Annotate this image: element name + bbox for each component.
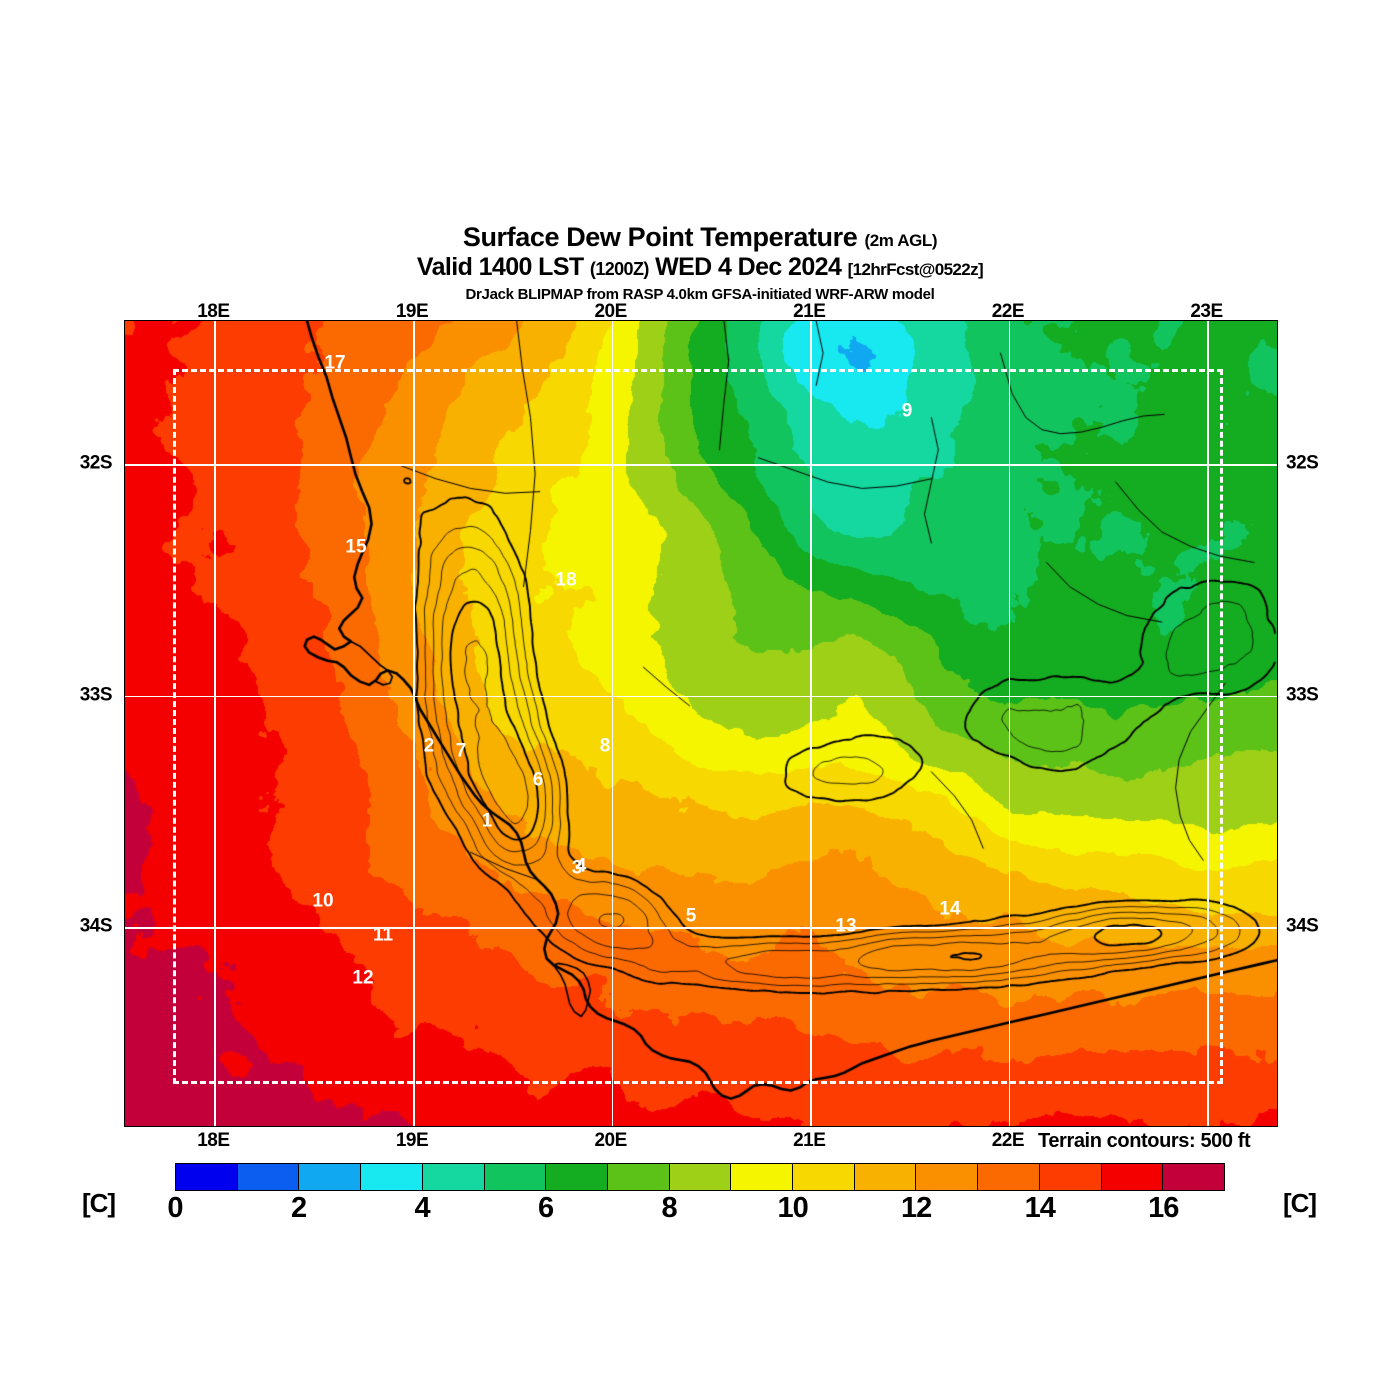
waypoint-label-9: 9 [901,400,913,422]
axis-left-label-32S: 32S [79,452,113,474]
axis-top-label-23E: 23E [1190,301,1223,322]
colorbar-unit-right: [C] [1283,1188,1317,1218]
colorbar-tick-16: 16 [1148,1192,1179,1224]
waypoint-label-3: 3 [571,857,583,879]
waypoint-label-2: 2 [423,735,435,757]
terrain-contour-note: Terrain contours: 500 ft [1038,1130,1251,1152]
waypoint-label-14: 14 [939,898,961,920]
colorbar-unit-left: [C] [82,1188,116,1218]
waypoint-label-6: 6 [532,769,544,791]
waypoint-label-7: 7 [455,740,467,762]
map-panel[interactable]: 17 15 18 9 2 7 6 1 8 4 3 5 10 11 12 13 14 [124,320,1278,1127]
valid-utc: (1200Z) [589,259,649,279]
waypoint-label-8: 8 [599,735,611,757]
waypoint-label-12: 12 [352,967,374,989]
colorbar-segment-12 [916,1164,979,1190]
valid-time: Valid 1400 LST [416,253,584,281]
axis-left-label-33S: 33S [79,684,113,706]
colorbar-segment-8 [669,1164,732,1190]
colorbar-tick-2: 2 [290,1192,307,1224]
colorbar-segment-5 [484,1164,547,1190]
colorbar-segment-7 [607,1164,670,1190]
axis-top-label-18E: 18E [197,301,230,322]
chart-title-suffix: (2m AGL) [864,231,938,250]
waypoint-label-1: 1 [481,810,493,832]
colorbar-tick-12: 12 [901,1192,932,1224]
colorbar-panel: [C] [C] 0 2 4 6 8 10 12 14 16 [0,1158,1400,1238]
waypoint-label-15: 15 [345,536,367,558]
axis-top-label-19E: 19E [395,301,429,322]
colorbar-segment-9 [731,1164,794,1190]
axis-left-label-34S: 34S [79,915,113,937]
colorbar-tick-0: 0 [167,1192,183,1224]
colorbar-segment-11 [854,1164,917,1190]
waypoint-label-5: 5 [685,905,697,927]
colorbar-segment-16 [1163,1164,1224,1190]
waypoint-label-10: 10 [312,890,334,912]
title-block: Surface Dew Point Temperature (2m AGL) V… [0,224,1400,304]
waypoint-label-17: 17 [324,352,346,374]
colorbar-segment-1 [237,1164,300,1190]
waypoint-label-4: 4 [575,855,587,877]
colorbar-tick-10: 10 [777,1192,809,1224]
axis-right-label-32S: 32S [1286,452,1319,474]
valid-date: WED 4 Dec 2024 [655,253,842,281]
chart-title: Surface Dew Point Temperature (2m AGL) [0,224,1400,251]
chart-title-text: Surface Dew Point Temperature [462,222,858,252]
colorbar-segment-14 [1039,1164,1102,1190]
colorbar-tick-8: 8 [661,1192,678,1224]
axis-bottom-label-20E: 20E [594,1130,627,1151]
colorbar-segment-4 [422,1164,485,1190]
colorbar-segment-0 [176,1164,238,1190]
axis-right-label-34S: 34S [1286,915,1319,937]
axis-bottom-label-21E: 21E [793,1130,826,1151]
colorbar-tick-14: 14 [1024,1192,1056,1224]
dewpoint-contour-field [125,321,1277,1126]
colorbar-segment-15 [1101,1164,1164,1190]
colorbar-segment-2 [299,1164,362,1190]
axis-bottom-label-18E: 18E [197,1130,230,1151]
axis-top-label-22E: 22E [991,301,1025,322]
colorbar[interactable] [175,1163,1225,1191]
axis-top-label-21E: 21E [793,301,826,322]
colorbar-segment-6 [546,1164,608,1190]
model-credit: DrJack BLIPMAP from RASP 4.0km GFSA-init… [465,285,935,303]
axis-bottom-label-19E: 19E [395,1130,429,1151]
colorbar-segment-3 [361,1164,423,1190]
waypoint-label-11: 11 [372,924,394,946]
axis-bottom-label-22E: 22E [991,1130,1025,1151]
chart-subtitle: Valid 1400 LST (1200Z) WED 4 Dec 2024 [1… [0,251,1400,285]
forecast-hour: [12hrFcst@0522z] [847,260,984,279]
axis-right-label-33S: 33S [1286,684,1319,706]
waypoint-label-18: 18 [555,569,577,591]
waypoint-label-13: 13 [835,915,857,937]
colorbar-tick-6: 6 [538,1192,554,1224]
axis-top-label-20E: 20E [594,301,627,322]
colorbar-tick-4: 4 [414,1192,430,1224]
colorbar-segment-13 [978,1164,1040,1190]
colorbar-segment-10 [793,1164,855,1190]
